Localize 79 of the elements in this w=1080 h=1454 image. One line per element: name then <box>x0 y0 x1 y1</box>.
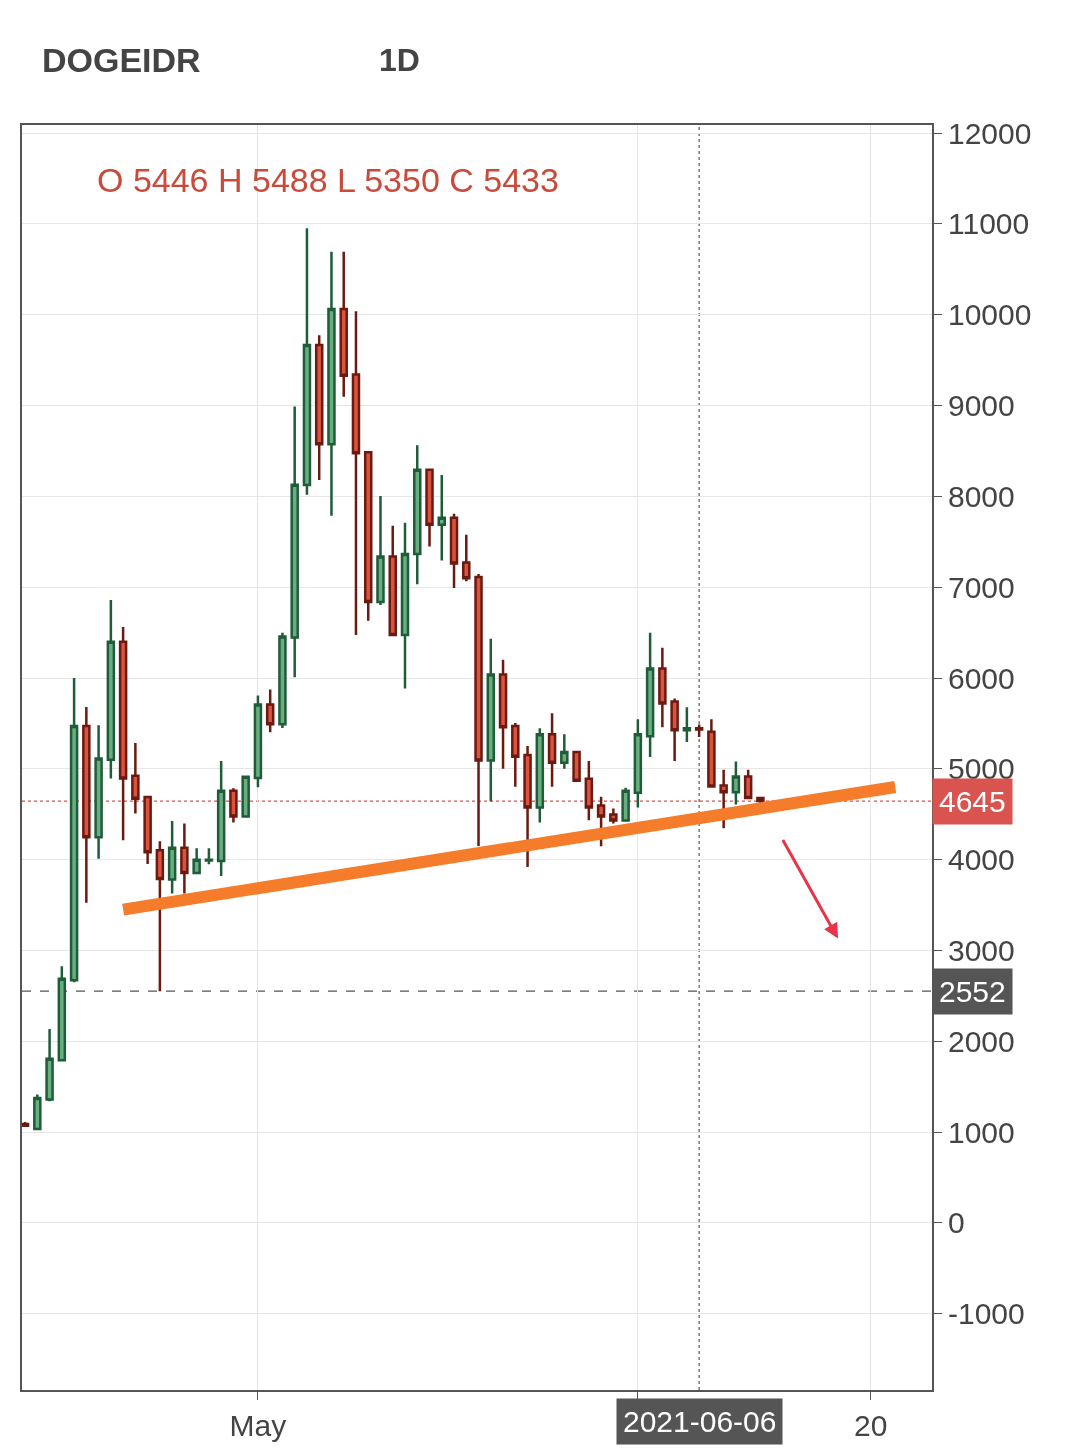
candlestick <box>363 451 373 622</box>
candlestick <box>278 631 287 730</box>
ref-line-label: 2021-06-06 <box>623 1405 777 1438</box>
y-tick-label: 10000 <box>948 298 1032 332</box>
candlestick <box>143 795 152 866</box>
candlestick <box>388 524 397 637</box>
y-tick-label: 5000 <box>948 752 1015 786</box>
candlestick <box>180 822 189 895</box>
candlestick <box>351 310 361 637</box>
candlestick <box>707 718 716 788</box>
candlestick <box>339 250 348 398</box>
candlestick <box>584 759 594 822</box>
y-tick-label: 11000 <box>948 207 1030 241</box>
y-tick-label: 12000 <box>948 116 1032 150</box>
candlestick <box>302 227 312 497</box>
y-tick-label: 7000 <box>948 570 1015 604</box>
candlestick <box>57 965 67 1063</box>
candlestick <box>106 598 116 780</box>
candlestick <box>45 1027 54 1103</box>
y-tick-label: 1000 <box>948 1115 1015 1149</box>
y-tick-label: 6000 <box>948 661 1015 695</box>
candlestick <box>645 631 655 759</box>
ref-line-label: 2552 <box>939 975 1006 1008</box>
y-tick-label: 2000 <box>948 1024 1015 1058</box>
candlestick <box>204 846 214 866</box>
candlestick <box>314 333 324 482</box>
candlestick <box>192 846 201 875</box>
candlestick <box>155 839 165 993</box>
candlestick <box>241 775 250 818</box>
candlestick <box>462 533 471 583</box>
candlestick <box>118 625 128 842</box>
candlestick <box>731 760 741 806</box>
candlestick <box>523 744 532 869</box>
annotation: O 5446 H 5488 L 5350 C 5433 <box>97 161 559 199</box>
chart-title: DOGEIDR <box>42 41 201 79</box>
candlestick <box>621 786 630 823</box>
candlestick <box>498 658 508 771</box>
candlestick <box>216 759 226 878</box>
y-tick-label: 8000 <box>948 479 1015 513</box>
candlestick <box>290 405 299 679</box>
y-tick-label: 9000 <box>948 389 1015 423</box>
candlestick <box>535 726 545 824</box>
candlestick <box>229 787 238 824</box>
candlestick <box>425 468 434 548</box>
candlestick <box>560 732 569 771</box>
candlestick <box>547 712 557 788</box>
y-tick-label: 4000 <box>948 843 1015 877</box>
candlestick <box>474 572 483 848</box>
candlestick <box>670 697 679 763</box>
candlestick <box>658 646 667 729</box>
candlestick <box>486 637 496 803</box>
candlestick <box>253 694 263 789</box>
x-tick-label: 20 <box>854 1409 888 1442</box>
candlestick <box>327 250 336 518</box>
candlestick <box>694 723 704 739</box>
candlestick <box>682 706 692 744</box>
candlestick <box>437 473 447 562</box>
x-tick-label: May <box>229 1409 287 1442</box>
candlestick <box>82 705 91 905</box>
y-tick-label: 0 <box>948 1206 965 1240</box>
chart-subtitle: 1D <box>379 42 420 78</box>
ref-line-label: 4645 <box>939 785 1006 818</box>
candlestick <box>131 741 140 815</box>
candlestick <box>400 521 410 690</box>
candlestick <box>572 750 581 782</box>
candlestick <box>511 721 520 788</box>
candlestick <box>633 718 643 809</box>
candlestick <box>743 768 753 800</box>
candlestick <box>265 688 275 734</box>
candlestick <box>376 494 385 607</box>
y-tick-label: 3000 <box>948 933 1015 967</box>
candlestick <box>413 444 422 586</box>
y-tick-label: -1000 <box>948 1297 1025 1331</box>
candlestick <box>69 676 79 984</box>
candlestick <box>167 819 177 895</box>
candlestick <box>33 1093 42 1132</box>
candlestick <box>94 723 103 860</box>
candlestick <box>449 512 459 590</box>
candlestick <box>609 807 618 825</box>
